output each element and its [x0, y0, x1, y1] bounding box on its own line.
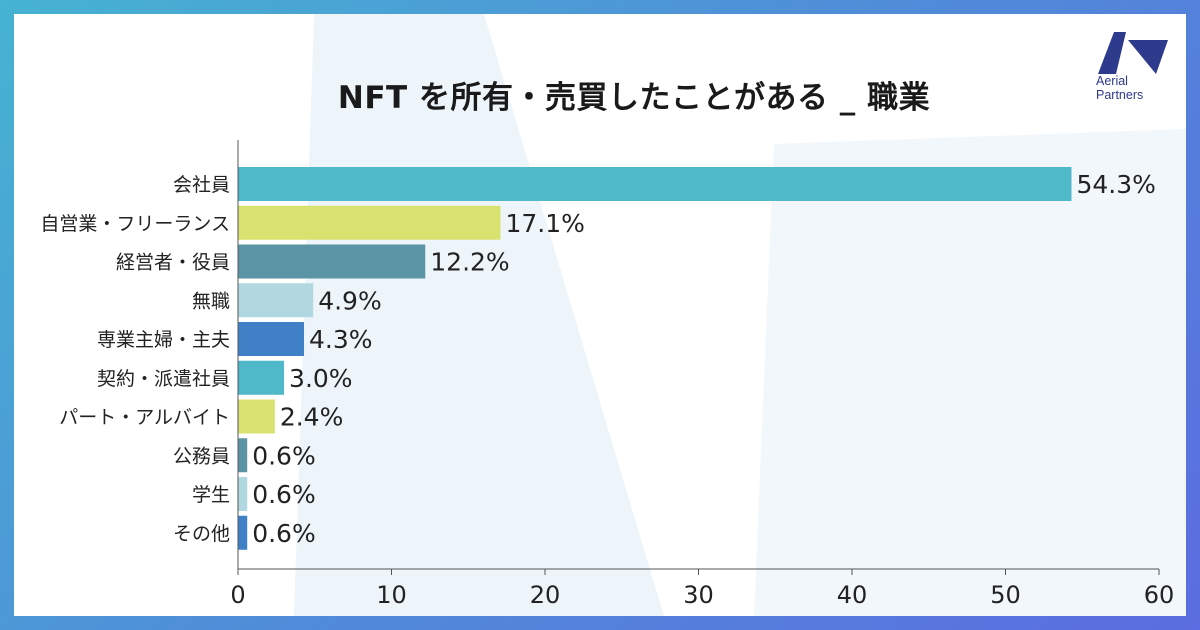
x-tick-label: 60: [1144, 581, 1175, 609]
bar: [238, 477, 248, 511]
x-tick-label: 10: [376, 581, 407, 609]
category-label: 専業主婦・主夫: [97, 329, 230, 351]
category-label: 無職: [192, 290, 230, 312]
bar: [238, 244, 426, 279]
value-label: 4.9%: [318, 286, 382, 315]
value-label: 3.0%: [289, 364, 353, 393]
category-label: その他: [173, 523, 230, 545]
category-label: 経営者・役員: [116, 252, 230, 274]
x-tick-label: 30: [683, 581, 714, 609]
x-tick-label: 0: [230, 581, 245, 609]
value-label: 0.6%: [252, 480, 316, 509]
x-tick-label: 20: [530, 581, 561, 609]
bar: [238, 438, 248, 473]
bar: [238, 283, 314, 318]
category-label: 公務員: [173, 445, 230, 467]
value-label: 12.2%: [430, 248, 509, 277]
x-tick-label: 40: [837, 581, 868, 609]
bar: [238, 399, 275, 434]
category-label: パート・アルバイト: [59, 407, 230, 429]
bar: [238, 322, 305, 356]
chart-card: NFT を所有・売買したことがある _ 職業 Aerial Partners 会…: [14, 14, 1186, 616]
value-label: 0.6%: [252, 441, 316, 470]
value-label: 4.3%: [309, 325, 373, 354]
bar: [238, 205, 501, 240]
bar: [238, 515, 248, 550]
logo-text-line2: Partners: [1096, 88, 1144, 102]
background-decoration: [294, 14, 1186, 616]
value-label: 54.3%: [1077, 170, 1156, 199]
category-label: 自営業・フリーランス: [40, 213, 230, 235]
logo-text-line1: Aerial: [1096, 74, 1128, 88]
category-label: 会社員: [173, 174, 230, 196]
company-logo: Aerial Partners: [1096, 32, 1176, 102]
value-label: 0.6%: [252, 519, 316, 548]
bar: [238, 360, 285, 395]
bar: [238, 167, 1072, 201]
value-label: 2.4%: [280, 403, 344, 432]
aerial-partners-logo-icon: [1098, 32, 1168, 74]
value-label: 17.1%: [505, 209, 584, 238]
category-label: 契約・派遣社員: [97, 368, 230, 390]
chart-title: NFT を所有・売買したことがある _ 職業: [337, 80, 931, 116]
category-label: 学生: [192, 484, 230, 506]
bar-chart: 会社員 54.3% 自営業・フリーランス 17.1% 経営者・役員 12.2% 無職 4.9%…: [40, 140, 1175, 609]
x-tick-label: 50: [990, 581, 1021, 609]
